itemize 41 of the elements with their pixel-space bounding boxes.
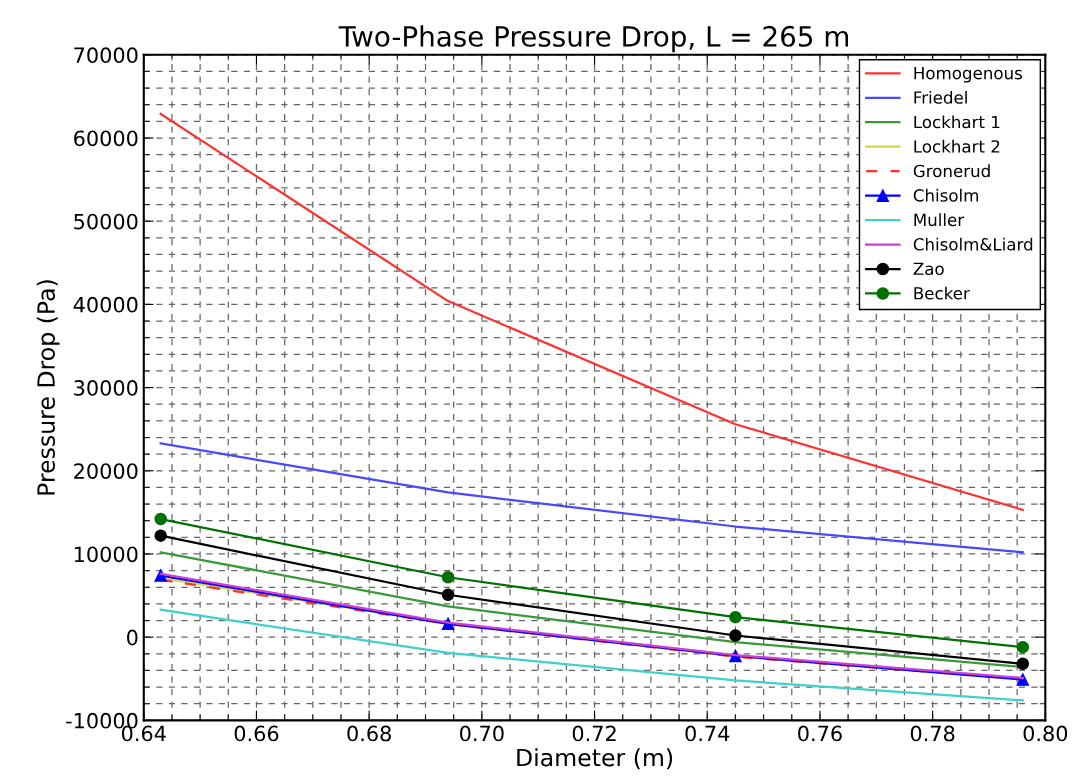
y-tick-label: 60000 bbox=[74, 130, 138, 147]
point bbox=[154, 529, 167, 542]
y-axis-title: Pressure Drop (Pa) bbox=[36, 280, 60, 495]
legend-label: Lockhart 2 bbox=[914, 139, 1000, 153]
legend-label: Chisolm bbox=[913, 188, 978, 202]
y-tick-label: 0 bbox=[127, 629, 138, 646]
chart-title: Two-Phase Pressure Drop, L = 265 m bbox=[338, 25, 849, 53]
y-tick-label: 70000 bbox=[74, 47, 138, 64]
x-tick-label: 0.68 bbox=[347, 725, 391, 742]
legend-label: Zao bbox=[913, 262, 944, 276]
point bbox=[729, 629, 742, 642]
x-tick-label: 0.66 bbox=[234, 725, 279, 742]
legend-label: Becker bbox=[914, 286, 970, 300]
point bbox=[1016, 640, 1030, 654]
x-tick-label: 0.74 bbox=[685, 725, 730, 742]
y-tick-label: 10000 bbox=[74, 546, 138, 563]
y-tick-label: 30000 bbox=[74, 380, 138, 396]
x-tick-label: 0.80 bbox=[1023, 725, 1068, 742]
x-tick-label: 0.76 bbox=[798, 725, 842, 742]
legend-label: Lockhart 1 bbox=[914, 115, 1000, 129]
x-axis-title: Diameter (m) bbox=[517, 748, 673, 770]
legend-label: Friedel bbox=[914, 90, 967, 104]
point bbox=[154, 512, 167, 526]
point bbox=[729, 610, 742, 624]
point bbox=[441, 571, 455, 584]
legend-label: Homogenous bbox=[914, 66, 1022, 83]
legend-label: Muller bbox=[914, 213, 965, 227]
line-series bbox=[159, 442, 1024, 554]
line-series bbox=[159, 608, 1024, 702]
legend-label: Chisolm&Liard bbox=[913, 237, 1033, 251]
x-tick-label: 0.72 bbox=[572, 725, 616, 742]
legend-label: Gronerud bbox=[913, 164, 990, 178]
point bbox=[441, 588, 455, 601]
point bbox=[154, 569, 167, 582]
x-tick-label: 0.70 bbox=[460, 725, 504, 742]
x-tick-label: 0.78 bbox=[910, 725, 955, 742]
y-tick-label: 20000 bbox=[74, 463, 138, 479]
point bbox=[1016, 673, 1030, 686]
y-tick-label: 40000 bbox=[73, 296, 138, 313]
y-tick-label: 50000 bbox=[74, 213, 138, 230]
point bbox=[1016, 657, 1030, 671]
